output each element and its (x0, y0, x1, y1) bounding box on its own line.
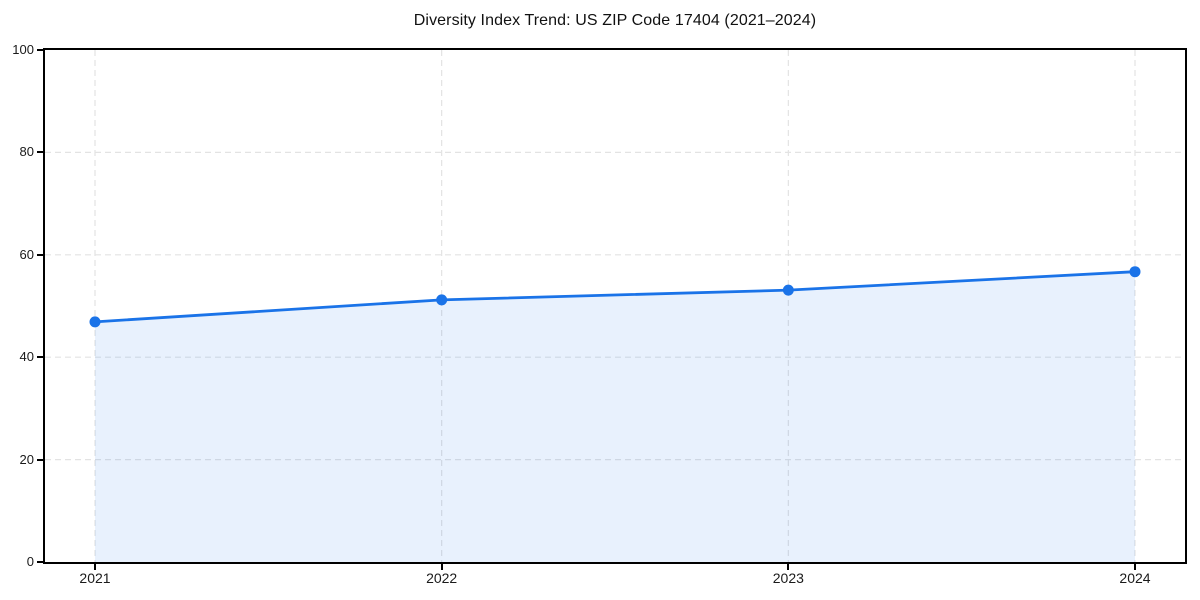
y-tick-100 (37, 49, 43, 51)
x-tick-2022 (440, 564, 443, 570)
data-point-2023 (782, 284, 794, 296)
chart-title: Diversity Index Trend: US ZIP Code 17404… (413, 12, 817, 29)
x-tick-label-2022: 2022 (426, 570, 458, 586)
y-tick-label-100: 100 (12, 42, 34, 57)
y-tick-label-80: 80 (19, 144, 34, 160)
data-point-2024 (1129, 266, 1141, 278)
x-tick-2021 (94, 564, 96, 570)
y-tick-60 (37, 253, 43, 256)
area-fill (95, 271, 1135, 562)
trend-line (93, 270, 1137, 324)
x-tick-label-2021: 2021 (79, 570, 111, 586)
y-tick-0 (37, 561, 43, 563)
x-tick-2024 (1134, 564, 1136, 570)
data-point-2021 (89, 316, 101, 328)
y-tick-label-0: 0 (26, 554, 34, 569)
data-point-2022 (436, 294, 448, 306)
y-tick-40 (37, 356, 43, 359)
x-tick-label-2024: 2024 (1119, 570, 1151, 586)
y-tick-80 (37, 151, 43, 154)
y-tick-label-60: 60 (19, 246, 34, 262)
x-tick-2023 (787, 564, 790, 570)
y-tick-20 (37, 458, 43, 461)
y-tick-label-20: 20 (19, 451, 34, 467)
plot-area (43, 48, 1187, 564)
chart-svg (45, 50, 1185, 562)
x-tick-label-2023: 2023 (772, 570, 804, 586)
y-tick-label-40: 40 (19, 349, 34, 365)
